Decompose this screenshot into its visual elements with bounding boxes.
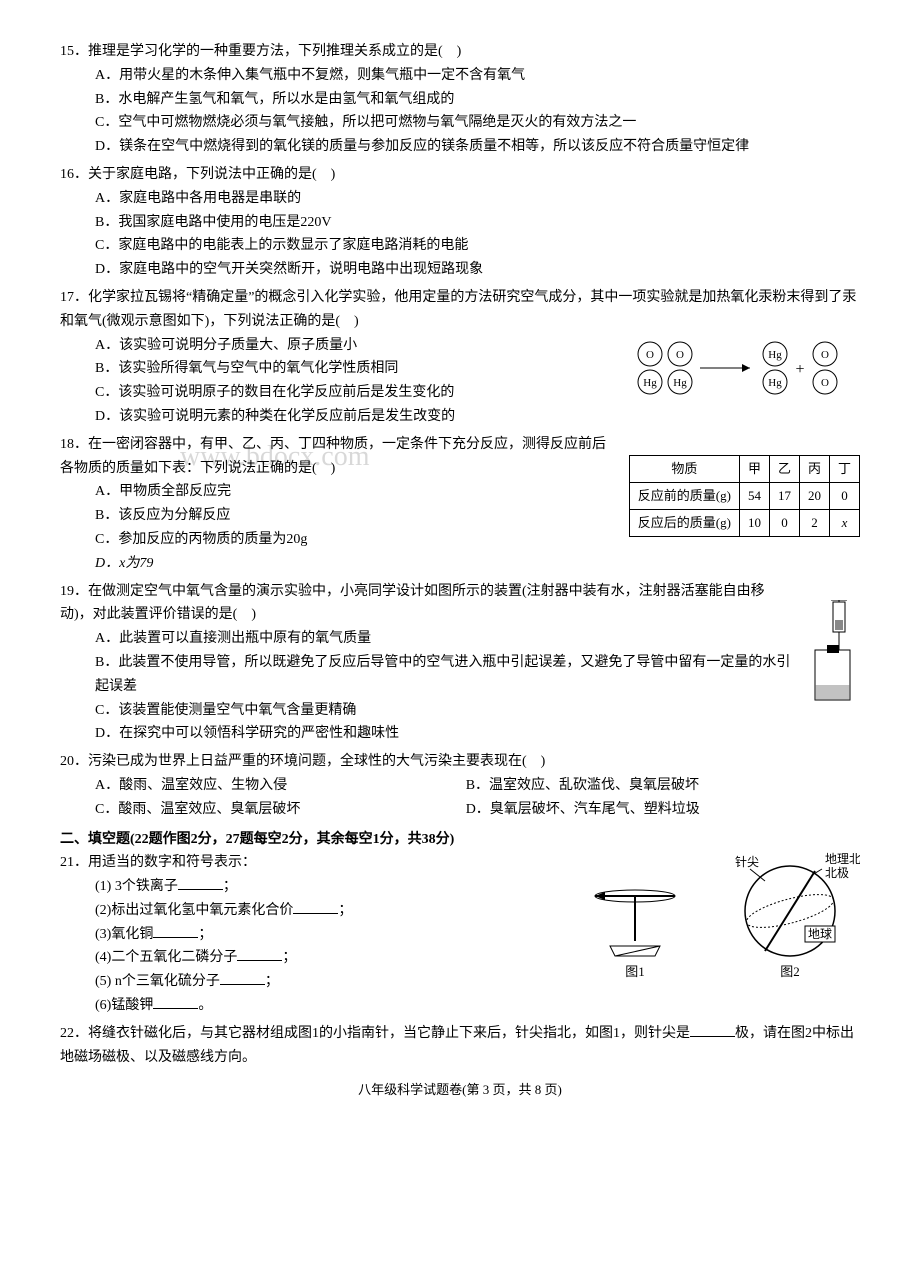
q15-opt-c: C．空气中可燃物燃烧必须与氧气接触，所以把可燃物与氧气隔绝是灭火的有效方法之一: [95, 111, 860, 135]
atom-label: O: [821, 377, 829, 389]
question-18: 物质 甲 乙 丙 丁 反应前的质量(g) 54 17 20 0 反应后的质量(g…: [60, 433, 860, 576]
q21-figures: 图1 针尖 地理北极 北极 地球 图2: [580, 851, 860, 981]
question-20: 20．污染已成为世界上日益严重的环境问题，全球性的大气污染主要表现在( ) A．…: [60, 750, 860, 821]
q18-opt-d: D．x为79: [95, 552, 860, 576]
td: 反应后的质量(g): [629, 509, 739, 536]
th: 物质: [629, 455, 739, 482]
blank: [220, 970, 265, 985]
q16-options: A．家庭电路中各用电器是串联的 B．我国家庭电路中使用的电压是220V C．家庭…: [60, 187, 860, 282]
q15-stem: 15．推理是学习化学的一种重要方法，下列推理关系成立的是( ): [60, 40, 860, 64]
fig2-label: 图2: [780, 964, 800, 979]
q19-opt-c: C．该装置能使测量空气中氧气含量更精确: [95, 699, 860, 723]
td: x: [829, 509, 859, 536]
q18-table: 物质 甲 乙 丙 丁 反应前的质量(g) 54 17 20 0 反应后的质量(g…: [629, 455, 860, 537]
q19-opt-a: A．此装置可以直接测出瓶中原有的氧气质量: [95, 627, 860, 651]
needle-label: 针尖: [735, 854, 759, 869]
q21-item-6: (6)锰酸钾 。: [95, 994, 860, 1018]
blank: [293, 899, 338, 914]
td: 0: [769, 509, 799, 536]
svg-text:北极: 北极: [825, 866, 849, 880]
th: 乙: [769, 455, 799, 482]
atom-label: O: [821, 349, 829, 361]
question-17: 17．化学家拉瓦锡将“精确定量”的概念引入化学实验，他用定量的方法研究空气成分，…: [60, 286, 860, 429]
q16-opt-a: A．家庭电路中各用电器是串联的: [95, 187, 860, 211]
blank: [237, 946, 282, 961]
page-footer: 八年级科学试题卷(第 3 页，共 8 页): [60, 1079, 860, 1101]
question-19: 19．在做测定空气中氧气含量的演示实验中，小亮同学设计如图所示的装置(注射器中装…: [60, 580, 860, 747]
question-21: 图1 针尖 地理北极 北极 地球 图2 21．用适当的数字和符号表示： (1) …: [60, 851, 860, 1018]
q20-opt-a: A．酸雨、温室效应、生物入侵: [95, 774, 462, 798]
blank: [153, 923, 198, 938]
fig1-label: 图1: [625, 964, 645, 979]
q16-opt-c: C．家庭电路中的电能表上的示数显示了家庭电路消耗的电能: [95, 234, 860, 258]
q19-options: A．此装置可以直接测出瓶中原有的氧气质量 B．此装置不使用导管，所以既避免了反应…: [60, 627, 860, 746]
atom-label: Hg: [768, 349, 782, 361]
q20-options: A．酸雨、温室效应、生物入侵 B．温室效应、乱砍滥伐、臭氧层破坏 C．酸雨、温室…: [60, 774, 860, 822]
q15-opt-b: B．水电解产生氢气和氧气，所以水是由氢气和氧气组成的: [95, 88, 860, 112]
atom-label: O: [646, 349, 654, 361]
earth-label: 地球: [808, 927, 832, 941]
q19-figure: [805, 600, 860, 710]
q16-stem: 16．关于家庭电路，下列说法中正确的是( ): [60, 163, 860, 187]
punct: ；: [282, 950, 296, 965]
q17-diagram: O Hg O Hg Hg Hg + O O: [630, 334, 860, 404]
blank: [153, 994, 198, 1009]
question-16: 16．关于家庭电路，下列说法中正确的是( ) A．家庭电路中各用电器是串联的 B…: [60, 163, 860, 282]
th: 甲: [739, 455, 769, 482]
th: 丁: [829, 455, 859, 482]
question-22: 22．将缝衣针磁化后，与其它器材组成图1的小指南针，当它静止下来后，针尖指北，如…: [60, 1022, 860, 1070]
item-text: (1) 3个铁离子: [95, 879, 178, 894]
punct: ；: [265, 974, 279, 989]
item-text: (6)锰酸钾: [95, 998, 153, 1013]
q20-opt-c: C．酸雨、温室效应、臭氧层破坏: [95, 798, 462, 822]
atom-label: Hg: [643, 377, 657, 389]
q15-opt-a: A．用带火星的木条伸入集气瓶中不复燃，则集气瓶中一定不含有氧气: [95, 64, 860, 88]
q15-opt-d: D．镁条在空气中燃烧得到的氧化镁的质量与参加反应的镁条质量不相等，所以该反应不符…: [95, 135, 860, 159]
atom-label: Hg: [673, 377, 687, 389]
punct: ；: [198, 927, 212, 942]
q16-opt-b: B．我国家庭电路中使用的电压是220V: [95, 211, 860, 235]
item-text: (3)氧化铜: [95, 927, 153, 942]
q19-opt-d: D．在探究中可以领悟科学研究的严密性和趣味性: [95, 722, 860, 746]
item-text: (5) n个三氧化硫分子: [95, 974, 220, 989]
atom-label: O: [676, 349, 684, 361]
td: 20: [799, 482, 829, 509]
q22-text1: 22．将缝衣针磁化后，与其它器材组成图1的小指南针，当它静止下来后，针尖指北，如…: [60, 1026, 690, 1041]
table-row: 反应前的质量(g) 54 17 20 0: [629, 482, 859, 509]
punct: 。: [198, 998, 212, 1013]
td: 17: [769, 482, 799, 509]
punct: ；: [338, 903, 352, 918]
item-text: (4)二个五氧化二磷分子: [95, 950, 237, 965]
td: 10: [739, 509, 769, 536]
q16-opt-d: D．家庭电路中的空气开关突然断开，说明电路中出现短路现象: [95, 258, 860, 282]
q20-opt-b: B．温室效应、乱砍滥伐、臭氧层破坏: [466, 774, 833, 798]
blank: [178, 875, 223, 890]
td: 反应前的质量(g): [629, 482, 739, 509]
td: 2: [799, 509, 829, 536]
q19-stem: 19．在做测定空气中氧气含量的演示实验中，小亮同学设计如图所示的装置(注射器中装…: [60, 580, 860, 628]
q17-options: O Hg O Hg Hg Hg + O O A．该实验可说明分子质量大、原子质量…: [60, 334, 860, 429]
plus-sign: +: [795, 361, 804, 378]
q20-stem: 20．污染已成为世界上日益严重的环境问题，全球性的大气污染主要表现在( ): [60, 750, 860, 774]
atom-label: Hg: [768, 377, 782, 389]
blank: [690, 1022, 735, 1037]
punct: ；: [223, 879, 237, 894]
q19-opt-b: B．此装置不使用导管，所以既避免了反应后导管中的空气进入瓶中引起误差，又避免了导…: [95, 651, 860, 699]
q17-stem: 17．化学家拉瓦锡将“精确定量”的概念引入化学实验，他用定量的方法研究空气成分，…: [60, 286, 860, 334]
q17-opt-d: D．该实验可说明元素的种类在化学反应前后是发生改变的: [95, 405, 860, 429]
section-2-title: 二、填空题(22题作图2分，27题每空2分，其余每空1分，共38分): [60, 828, 860, 852]
td: 54: [739, 482, 769, 509]
table-row: 反应后的质量(g) 10 0 2 x: [629, 509, 859, 536]
q20-opt-d: D．臭氧层破坏、汽车尾气、塑料垃圾: [466, 798, 833, 822]
north-label: 地理北极: [825, 852, 860, 866]
item-text: (2)标出过氧化氢中氧元素化合价: [95, 903, 293, 918]
table-row: 物质 甲 乙 丙 丁: [629, 455, 859, 482]
td: 0: [829, 482, 859, 509]
q15-options: A．用带火星的木条伸入集气瓶中不复燃，则集气瓶中一定不含有氧气 B．水电解产生氢…: [60, 64, 860, 159]
th: 丙: [799, 455, 829, 482]
question-15: 15．推理是学习化学的一种重要方法，下列推理关系成立的是( ) A．用带火星的木…: [60, 40, 860, 159]
